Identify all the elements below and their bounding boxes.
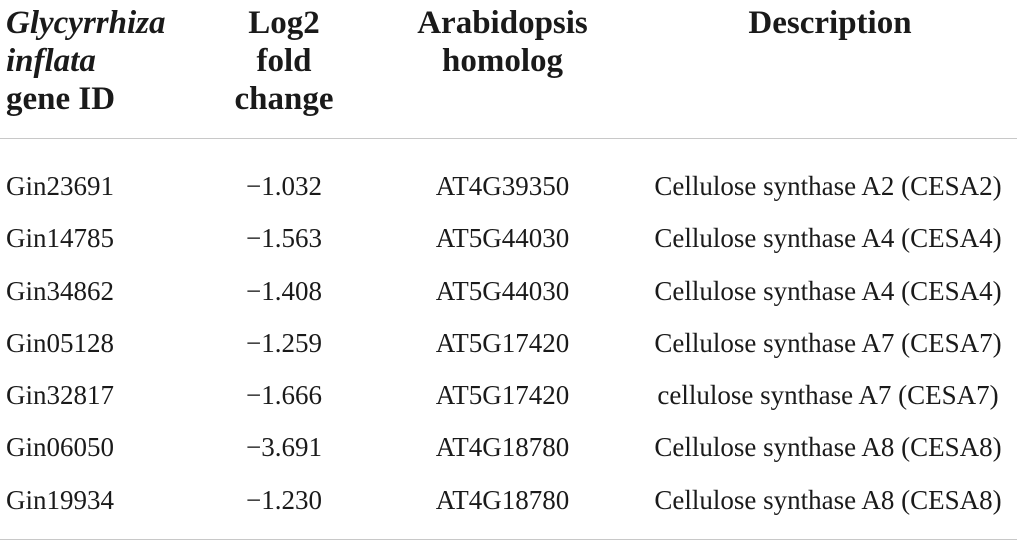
table-row: Gin06050 −3.691 AT4G18780 Cellulose synt… (0, 421, 1017, 473)
cell-gene-id: Gin19934 (6, 484, 114, 515)
cell-description: Cellulose synthase A2 (CESA2) (654, 171, 1002, 201)
header-gene-id-line-1: Glycyrrhiza (6, 5, 166, 41)
cell-gene-id: Gin06050 (6, 432, 114, 463)
table-row: Gin14785 −1.563 AT5G44030 Cellulose synt… (0, 212, 1017, 264)
cell-homolog: AT4G18780 (435, 484, 570, 515)
cell-homolog: AT5G17420 (435, 327, 570, 358)
table-row: Gin05128 −1.259 AT5G17420 Cellulose synt… (0, 317, 1017, 369)
header-log2-fold-change: Log2 fold change (213, 4, 355, 118)
cell-description: Cellulose synthase A8 (CESA8) (654, 432, 1002, 463)
header-homolog-line-1: Arabidopsis (417, 5, 588, 41)
cell-log2fc: −1.666 (246, 380, 322, 411)
header-log2-line-1: Log2 (248, 5, 320, 41)
table-body: Gin23691 −1.032 AT4G39350 Cellulose synt… (0, 160, 1017, 526)
header-log2-line-2: fold (256, 43, 312, 79)
cell-homolog: AT4G39350 (435, 171, 570, 201)
cell-description: Cellulose synthase A4 (CESA4) (654, 223, 1002, 254)
header-divider (0, 138, 1017, 139)
header-gene-id-line-3: gene ID (6, 81, 116, 117)
table-row: Gin19934 −1.230 AT4G18780 Cellulose synt… (0, 474, 1017, 526)
header-arabidopsis-homolog: Arabidopsis homolog (395, 4, 610, 80)
table-row: Gin34862 −1.408 AT5G44030 Cellulose synt… (0, 265, 1017, 317)
header-gene-id-line-2: inflata (6, 43, 96, 79)
cell-description: Cellulose synthase A4 (CESA4) (654, 275, 1002, 306)
cell-homolog: AT5G44030 (435, 223, 570, 254)
cell-gene-id: Gin23691 (6, 171, 114, 201)
cell-homolog: AT4G18780 (435, 432, 570, 463)
cell-description: Cellulose synthase A8 (CESA8) (654, 484, 1002, 515)
header-gene-id: Glycyrrhiza inflata gene ID (6, 4, 166, 118)
cell-log2fc: −1.563 (246, 223, 322, 254)
cell-log2fc: −1.230 (246, 484, 322, 515)
cell-gene-id: Gin32817 (6, 380, 114, 411)
header-homolog-line-2: homolog (441, 43, 563, 79)
header-description-line-1: Description (748, 5, 912, 41)
header-description: Description (690, 4, 970, 42)
cell-description: Cellulose synthase A7 (CESA7) (654, 327, 1002, 358)
table-row: Gin32817 −1.666 AT5G17420 cellulose synt… (0, 369, 1017, 421)
cell-log2fc: −3.691 (246, 432, 322, 463)
table-bottom-rule (0, 539, 1017, 540)
cell-homolog: AT5G44030 (435, 275, 570, 306)
table-row: Gin23691 −1.032 AT4G39350 Cellulose synt… (0, 160, 1017, 212)
cell-gene-id: Gin05128 (6, 327, 114, 358)
cell-description: cellulose synthase A7 (CESA7) (657, 380, 999, 411)
header-log2-line-3: change (234, 81, 334, 117)
cell-log2fc: −1.032 (246, 171, 322, 201)
cell-log2fc: −1.259 (246, 327, 322, 358)
cell-log2fc: −1.408 (246, 275, 322, 306)
cell-gene-id: Gin34862 (6, 275, 114, 306)
cell-homolog: AT5G17420 (435, 380, 570, 411)
cell-gene-id: Gin14785 (6, 223, 114, 254)
